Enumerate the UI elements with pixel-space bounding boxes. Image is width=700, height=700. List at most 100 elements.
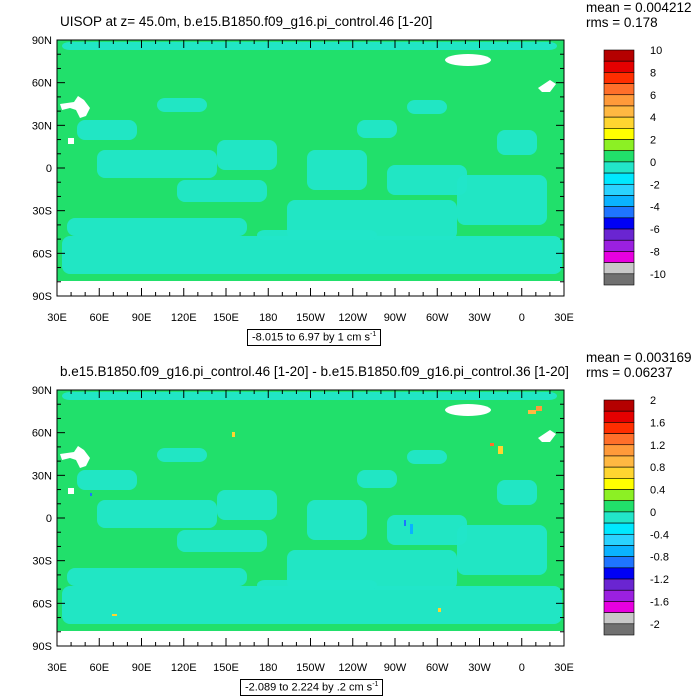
top-colorbar-box (603, 273, 635, 286)
bottom-colorbar-box (603, 410, 635, 423)
bottom-colorbar-label: -1.2 (650, 574, 669, 586)
top-colorbar-box (603, 72, 635, 84)
bottom-patch (407, 450, 447, 464)
bottom-colorbar-box (603, 422, 635, 434)
top-colorbar-box (603, 60, 635, 73)
bottom-y-tick-label: 30N (32, 470, 52, 482)
bottom-hotspot (536, 406, 542, 411)
top-colorbar-label: -10 (650, 269, 666, 281)
bottom-colorbar-label: -1.6 (650, 596, 669, 608)
top-colorbar-label: 4 (650, 112, 656, 124)
top-rms-stat: rms = 0.178 (586, 15, 658, 30)
bottom-patch (157, 448, 207, 462)
bottom-x-tick-label: 90W (384, 662, 407, 674)
top-colorbar-box (603, 262, 635, 275)
bottom-patch (77, 470, 137, 490)
bottom-mean-stat: mean = 0.003169 (586, 350, 692, 365)
top-x-tick-label: 120W (338, 312, 367, 324)
bottom-x-tick-label: 120W (338, 662, 367, 674)
bottom-colorbar-box (603, 489, 635, 502)
bottom-patch (62, 392, 557, 400)
bottom-colorbar-box (603, 433, 635, 446)
bottom-x-tick-label: 30W (468, 662, 491, 674)
top-range-text: -8.015 to 6.97 by 1 cm s (252, 331, 371, 344)
bottom-colorbar-box (603, 399, 635, 412)
top-patch (307, 150, 367, 190)
bottom-map-title: b.e15.B1850.f09_g16.pi_control.46 [1-20]… (60, 364, 569, 379)
top-x-tick-label: 0 (519, 312, 525, 324)
top-x-tick-label: 90W (384, 312, 407, 324)
top-patch (67, 218, 247, 236)
bottom-x-tick-label: 60E (89, 662, 109, 674)
bottom-patch (97, 500, 217, 528)
top-y-tick-label: 0 (46, 163, 52, 175)
top-x-tick-label: 180 (259, 312, 277, 324)
top-colorbar-label: -8 (650, 246, 660, 258)
top-colorbar-label: 10 (650, 45, 662, 57)
bottom-colorbar-box (603, 578, 635, 591)
top-x-tick-label: 30E (554, 312, 574, 324)
top-x-tick-label: 120E (171, 312, 197, 324)
bottom-patch (62, 586, 562, 624)
top-island-mask (60, 96, 90, 118)
top-patch (177, 180, 267, 202)
bottom-hotspot (112, 614, 117, 616)
bottom-map-plot: 90N 60N 30N 0 30S 60S 90S 30E 60E 90E 120E 150E 180 1… (32, 385, 669, 674)
bottom-patch (217, 490, 277, 520)
bottom-patch (67, 568, 247, 586)
top-colorbar-label: 2 (650, 135, 656, 147)
top-patch (217, 140, 277, 170)
bottom-y-tick-label: 30S (32, 556, 52, 568)
top-y-tick-label: 90S (32, 291, 52, 303)
top-patch (387, 165, 467, 195)
top-island-mask (538, 80, 556, 92)
bottom-patch (387, 515, 467, 545)
bottom-colorbar-box (603, 601, 635, 613)
top-colorbar-label: -4 (650, 202, 660, 214)
bottom-x-tick-label: 30E (47, 662, 67, 674)
bottom-x-tick-label: 90E (132, 662, 152, 674)
bottom-x-tick-label: 120E (171, 662, 197, 674)
top-range-unit: -1 (370, 331, 377, 338)
top-map-plot: 90N 60N 30N 0 30S 60S 90S 30E 60E 90E 120E 150E 180 1… (32, 35, 666, 324)
bottom-patch (177, 530, 267, 552)
bottom-x-tick-label: 150E (213, 662, 239, 674)
top-colorbar-box (603, 195, 635, 207)
top-patch (497, 130, 537, 155)
bottom-colorbar-box (603, 567, 635, 580)
top-island-mask (68, 138, 74, 144)
bottom-colorbar-label: -0.4 (650, 529, 669, 541)
bottom-y-tick-label: 90S (32, 641, 52, 653)
bottom-y-tick-label: 60S (32, 598, 52, 610)
bottom-colorbar-label: 1.2 (650, 440, 665, 452)
bottom-colorbar-box (603, 522, 635, 535)
bottom-colorbar-box (603, 612, 635, 625)
top-colorbar-label: 6 (650, 90, 656, 102)
bottom-map-panel: b.e15.B1850.f09_g16.pi_control.46 [1-20]… (0, 350, 700, 700)
bottom-island-mask (60, 446, 90, 468)
bottom-colorbar-box (603, 545, 635, 557)
top-patch (457, 175, 547, 225)
bottom-island-mask (68, 488, 74, 494)
top-colorbar-box (603, 251, 635, 263)
bottom-y-tick-label: 60N (32, 428, 52, 440)
bottom-colorbar-box (603, 589, 635, 602)
top-colorbar-label: -2 (650, 179, 660, 191)
bottom-y-tick-label: 0 (46, 513, 52, 525)
top-colorbar-box (603, 228, 635, 241)
bottom-hotspot (498, 446, 503, 454)
bottom-x-tick-label: 150W (296, 662, 325, 674)
top-patch (62, 236, 562, 274)
top-colorbar-box (603, 139, 635, 152)
top-x-tick-label: 90E (132, 312, 152, 324)
bottom-hotspot (410, 524, 413, 534)
top-y-tick-label: 90N (32, 35, 52, 47)
bottom-colorbar-box (603, 533, 635, 546)
bottom-colorbar-box (603, 455, 635, 468)
top-y-tick-label: 60S (32, 248, 52, 260)
top-colorbar-box (603, 105, 635, 118)
bottom-patch (307, 500, 367, 540)
top-patch (257, 230, 377, 240)
bottom-hotspot (438, 608, 441, 612)
bottom-range-text: -2.089 to 2.224 by .2 cm s (245, 681, 373, 694)
